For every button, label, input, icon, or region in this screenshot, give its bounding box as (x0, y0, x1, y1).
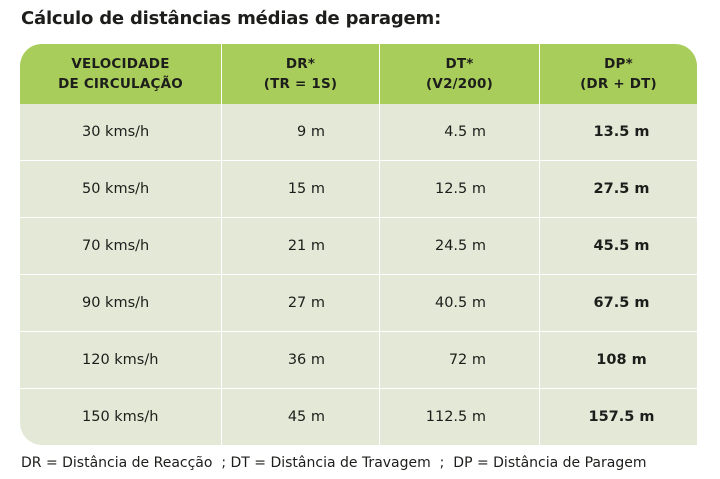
header-dp-line1: DP* (604, 56, 633, 72)
table-header: VELOCIDADE DE CIRCULAÇÃO DR* (TR = 1S) D… (20, 44, 697, 104)
cell-dt: 4.5 m (380, 104, 540, 160)
cell-speed: 150 kms/h (20, 389, 222, 445)
page-title: Cálculo de distâncias médias de paragem: (21, 8, 442, 29)
header-speed: VELOCIDADE DE CIRCULAÇÃO (20, 44, 222, 104)
header-dp-line2: (DR + DT) (580, 76, 657, 92)
cell-dr: 45 m (222, 389, 380, 445)
table-row: 120 kms/h 36 m 72 m 108 m (20, 332, 697, 389)
cell-dt: 72 m (380, 332, 540, 388)
table-row: 150 kms/h 45 m 112.5 m 157.5 m (20, 389, 697, 445)
header-dp: DP* (DR + DT) (540, 44, 697, 104)
table-row: 70 kms/h 21 m 24.5 m 45.5 m (20, 218, 697, 275)
table-row: 50 kms/h 15 m 12.5 m 27.5 m (20, 161, 697, 218)
header-dr-line1: DR* (285, 56, 316, 72)
cell-dr: 36 m (222, 332, 380, 388)
header-speed-line2: DE CIRCULAÇÃO (58, 76, 183, 92)
table-row: 90 kms/h 27 m 40.5 m 67.5 m (20, 275, 697, 332)
table-body: 30 kms/h 9 m 4.5 m 13.5 m 50 kms/h 15 m … (20, 104, 697, 445)
cell-dp: 67.5 m (593, 295, 650, 311)
cell-dp: 27.5 m (593, 181, 650, 197)
cell-dt: 40.5 m (380, 275, 540, 331)
header-dr-line2: (TR = 1S) (263, 76, 338, 92)
cell-dr: 27 m (222, 275, 380, 331)
cell-dt: 24.5 m (380, 218, 540, 274)
legend-note: DR = Distância de Reacção ; DT = Distânc… (21, 455, 647, 471)
cell-dr: 9 m (222, 104, 380, 160)
cell-speed: 90 kms/h (20, 275, 222, 331)
stopping-distance-table: VELOCIDADE DE CIRCULAÇÃO DR* (TR = 1S) D… (20, 44, 697, 445)
header-dt-line2: (V2/200) (426, 76, 493, 92)
cell-speed: 120 kms/h (20, 332, 222, 388)
header-speed-line1: VELOCIDADE (71, 56, 170, 72)
cell-dp: 13.5 m (593, 124, 650, 140)
cell-dp: 157.5 m (588, 409, 655, 425)
cell-dt: 112.5 m (380, 389, 540, 445)
cell-speed: 50 kms/h (20, 161, 222, 217)
cell-speed: 70 kms/h (20, 218, 222, 274)
table-row: 30 kms/h 9 m 4.5 m 13.5 m (20, 104, 697, 161)
cell-dp: 45.5 m (593, 238, 650, 254)
cell-dr: 21 m (222, 218, 380, 274)
cell-speed: 30 kms/h (20, 104, 222, 160)
header-dt: DT* (V2/200) (380, 44, 540, 104)
header-dt-line1: DT* (445, 56, 474, 72)
cell-dp: 108 m (596, 352, 647, 368)
cell-dt: 12.5 m (380, 161, 540, 217)
cell-dr: 15 m (222, 161, 380, 217)
header-dr: DR* (TR = 1S) (222, 44, 380, 104)
